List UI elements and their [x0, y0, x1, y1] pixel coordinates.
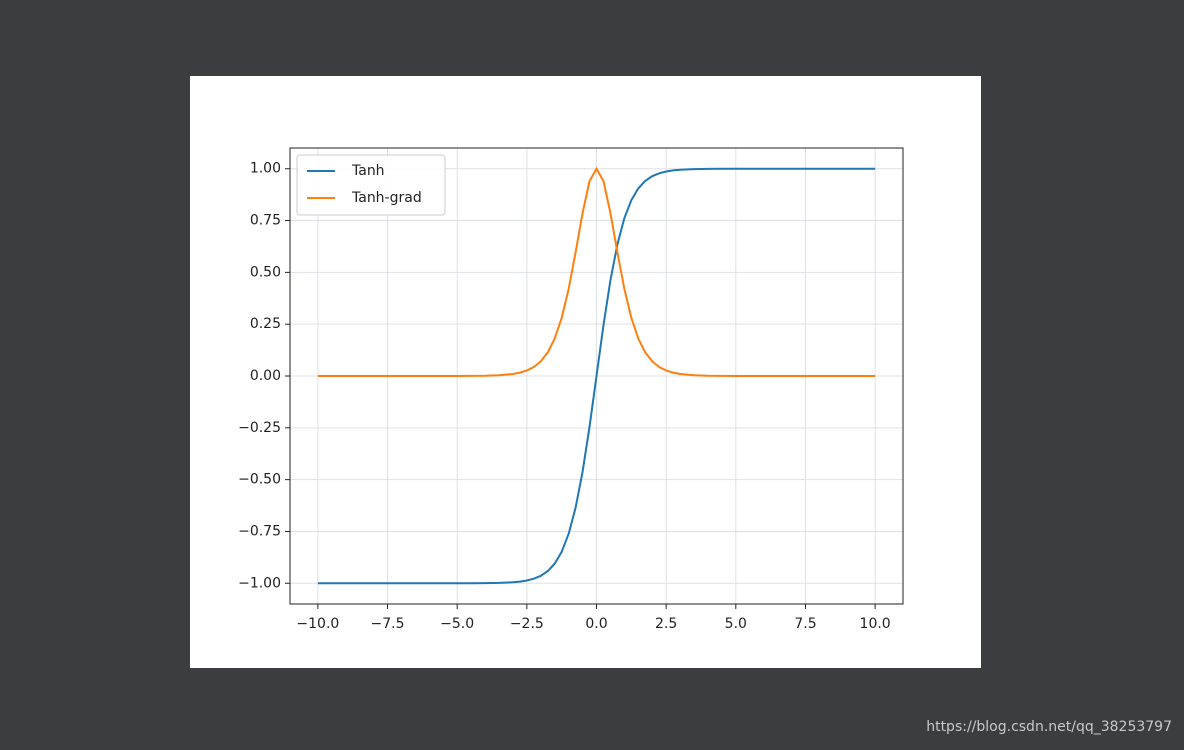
x-tick-label: 2.5 — [655, 616, 677, 632]
x-tick-label: −7.5 — [371, 616, 405, 632]
x-tick-label: −10.0 — [296, 616, 339, 632]
legend-label: Tanh — [351, 163, 385, 179]
y-tick-label: −0.75 — [238, 523, 281, 539]
x-tick-label: −2.5 — [510, 616, 544, 632]
x-tick-label: 0.0 — [585, 616, 607, 632]
y-tick-label: −1.00 — [238, 575, 281, 591]
y-tick-label: 0.75 — [250, 213, 281, 229]
legend-label: Tanh-grad — [351, 190, 422, 206]
y-tick-label: 0.00 — [250, 368, 281, 384]
line — [317, 167, 876, 585]
y-tick-label: 0.25 — [250, 316, 281, 332]
y-tick-label: 0.50 — [250, 264, 281, 280]
x-tick-label: 10.0 — [860, 616, 891, 632]
x-tick-label: −5.0 — [440, 616, 474, 632]
line — [317, 166, 876, 377]
y-tick-label: 1.00 — [250, 161, 281, 177]
y-tick-label: −0.25 — [238, 420, 281, 436]
plot-frame — [289, 147, 904, 605]
y-tick-label: −0.50 — [238, 472, 281, 488]
x-tick-label: 5.0 — [725, 616, 747, 632]
x-tick-label: 7.5 — [794, 616, 816, 632]
watermark: https://blog.csdn.net/qq_38253797 — [926, 719, 1172, 735]
